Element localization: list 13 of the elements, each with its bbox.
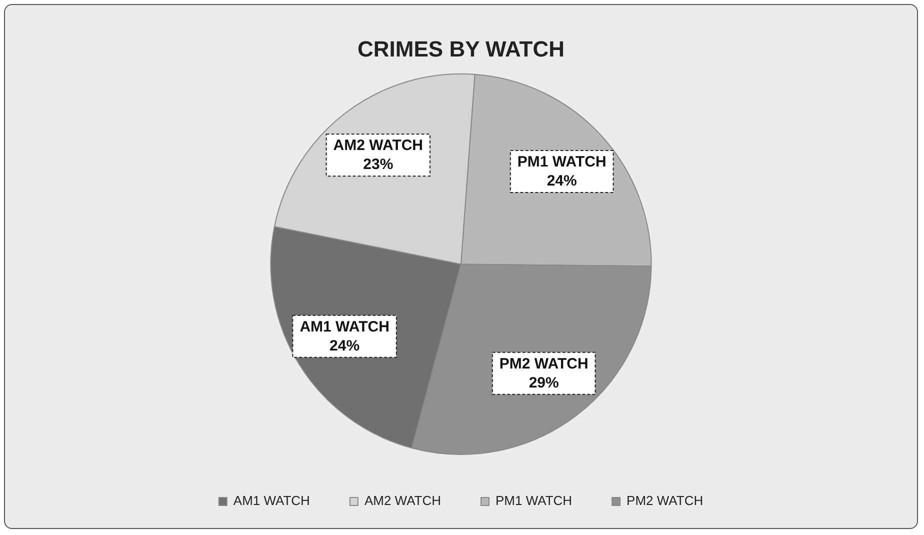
legend-label: AM1 WATCH xyxy=(233,493,310,508)
slice-label: PM1 WATCH xyxy=(517,154,606,171)
data-label: 29% xyxy=(528,374,559,392)
data-label: 23% xyxy=(363,156,394,174)
legend-label: PM1 WATCH xyxy=(496,493,572,508)
slice-label: AM2 WATCH xyxy=(333,137,424,154)
slice-label: AM1 WATCH xyxy=(300,318,390,336)
legend-label: AM2 WATCH xyxy=(364,493,442,508)
slice-label: PM2 WATCH xyxy=(499,355,588,372)
data-label: 24% xyxy=(330,338,360,355)
legend-label: PM2 WATCH xyxy=(626,493,704,508)
chart-title: CRIMES BY WATCH xyxy=(358,36,564,62)
data-label: 24% xyxy=(546,172,577,190)
